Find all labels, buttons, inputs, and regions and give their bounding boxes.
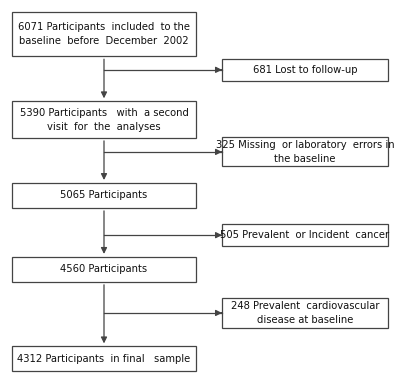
Text: 681 Lost to follow-up: 681 Lost to follow-up xyxy=(253,65,357,75)
FancyBboxPatch shape xyxy=(222,59,388,81)
Text: 505 Prevalent  or Incident  cancer: 505 Prevalent or Incident cancer xyxy=(220,230,390,240)
Text: 325 Missing  or laboratory  errors in
the baseline: 325 Missing or laboratory errors in the … xyxy=(216,140,394,164)
FancyBboxPatch shape xyxy=(222,137,388,166)
Text: 5390 Participants   with  a second
visit  for  the  analyses: 5390 Participants with a second visit fo… xyxy=(20,108,188,131)
FancyBboxPatch shape xyxy=(12,12,196,56)
Text: 4560 Participants: 4560 Participants xyxy=(60,265,148,274)
Text: 5065 Participants: 5065 Participants xyxy=(60,191,148,200)
FancyBboxPatch shape xyxy=(12,346,196,371)
FancyBboxPatch shape xyxy=(222,224,388,246)
FancyBboxPatch shape xyxy=(12,183,196,208)
Text: 248 Prevalent  cardiovascular
disease at baseline: 248 Prevalent cardiovascular disease at … xyxy=(231,301,379,325)
Text: 4312 Participants  in final   sample: 4312 Participants in final sample xyxy=(17,354,191,364)
FancyBboxPatch shape xyxy=(222,298,388,328)
FancyBboxPatch shape xyxy=(12,101,196,138)
Text: 6071 Participants  included  to the
baseline  before  December  2002: 6071 Participants included to the baseli… xyxy=(18,22,190,46)
FancyBboxPatch shape xyxy=(12,257,196,282)
